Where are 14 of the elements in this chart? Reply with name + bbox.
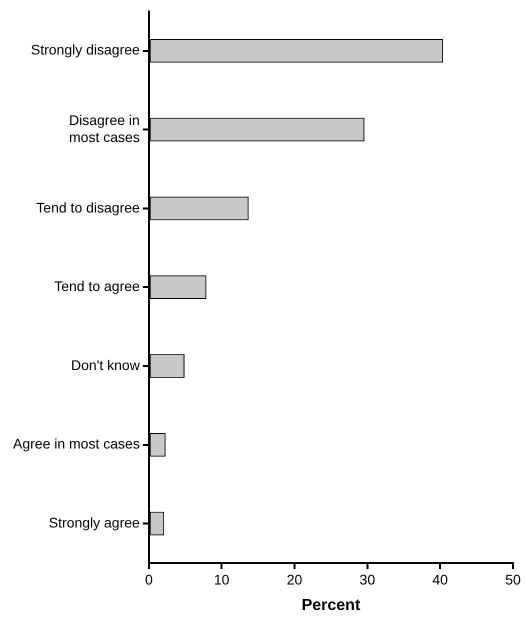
x-tick-label: 0 [144, 571, 153, 588]
x-tick-label: 20 [286, 571, 302, 588]
x-tick-label: 50 [505, 571, 521, 588]
x-tick-label: 10 [214, 571, 230, 588]
y-tick-label: Strongly disagree [30, 42, 140, 58]
y-tick-label: Tend to disagree [36, 199, 140, 216]
y-tick-label: Strongly agree [48, 514, 140, 530]
x-axis-title: Percent [302, 596, 361, 614]
x-tick-label: 40 [432, 571, 448, 588]
y-tick-label: Disagree in most cases [69, 112, 140, 145]
y-tick-label: Don't know [71, 356, 141, 373]
y-tick-label: Tend to agree [54, 278, 140, 294]
x-tick-label: 30 [360, 571, 376, 588]
y-tick-label: Agree in most cases [12, 436, 140, 452]
